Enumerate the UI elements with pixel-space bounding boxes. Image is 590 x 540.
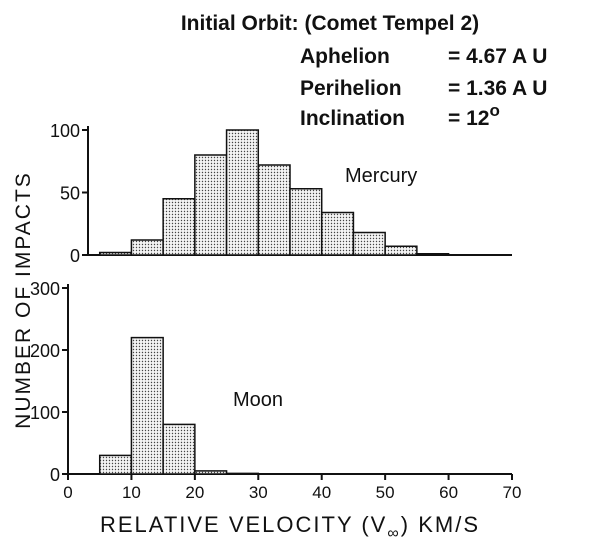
bar [98, 454, 133, 475]
bar [289, 188, 323, 256]
x-tick-label: 20 [185, 483, 204, 502]
x-tick-label: 30 [249, 483, 268, 502]
x-axis-label-after: ) KM/S [401, 512, 480, 537]
y-tick-label: 200 [30, 341, 60, 361]
bar [130, 239, 164, 256]
y-tick-label: 100 [50, 121, 80, 141]
chart-title: Initial Orbit: (Comet Tempel 2) [181, 12, 479, 35]
annotation-value-text: = 12 [448, 107, 489, 130]
annotation-value: = 12o [448, 101, 500, 130]
x-axis-label-text: RELATIVE VELOCITY (V [100, 512, 387, 537]
y-tick-label: 100 [30, 403, 60, 423]
annotation-value: = 4.67 A U [448, 45, 547, 68]
bar [194, 154, 228, 256]
bar [352, 231, 386, 256]
bar [162, 198, 196, 256]
y-axis-label: NUMBER OF IMPACTS [12, 171, 35, 429]
x-tick-label: 70 [503, 483, 522, 502]
y-tick-label: 300 [30, 279, 60, 299]
x-tick-label: 50 [376, 483, 395, 502]
x-tick-label: 0 [63, 483, 72, 502]
y-tick-label: 0 [50, 465, 60, 485]
annotation-sup: o [489, 101, 499, 120]
bar [416, 253, 450, 256]
y-tick-label: 50 [60, 184, 80, 204]
series-label: Mercury [345, 165, 417, 187]
x-tick-label: 10 [122, 483, 141, 502]
x-tick-label: 40 [312, 483, 331, 502]
annotation-label: Perihelion [300, 77, 402, 100]
bar [320, 211, 355, 256]
bar [225, 472, 260, 475]
x-axis-label-sub: ∞ [387, 525, 400, 540]
bar [384, 245, 418, 256]
y-tick-label: 0 [70, 246, 80, 266]
annotation-value: = 1.36 A U [448, 77, 547, 100]
x-tick-label: 60 [439, 483, 458, 502]
bar [194, 470, 228, 475]
annotation-label: Inclination [300, 107, 405, 130]
bar [130, 336, 164, 475]
x-axis-label: RELATIVE VELOCITY (V∞) KM/S [100, 512, 480, 540]
bar [98, 251, 133, 256]
series-label: Moon [233, 389, 283, 411]
bar [225, 129, 260, 256]
bar [257, 164, 291, 256]
bar [162, 423, 196, 475]
annotation-label: Aphelion [300, 45, 390, 68]
